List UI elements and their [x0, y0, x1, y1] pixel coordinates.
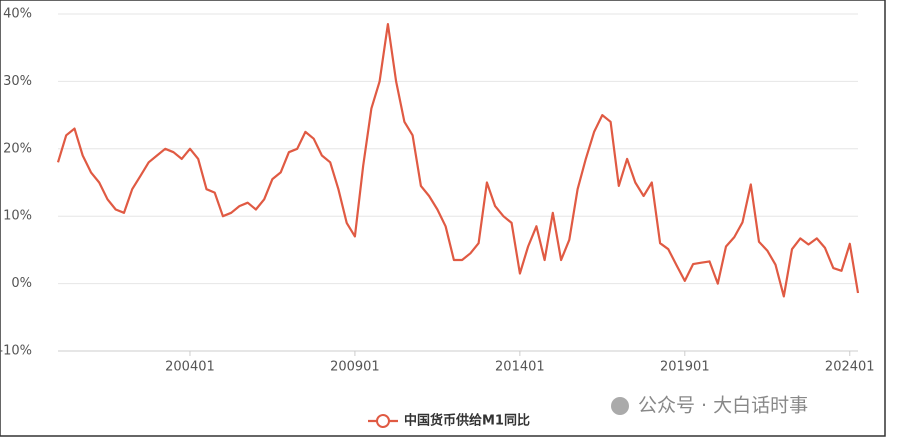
watermark-group: 公众号 · 大白话时事 [611, 395, 808, 417]
x-tick-label: 202401 [825, 360, 875, 375]
x-tick-label: 200901 [330, 360, 380, 375]
legend-label: 中国货币供给M1同比 [404, 413, 530, 429]
y-tick-label: 30% [3, 74, 32, 89]
watermark: 公众号 · 大白话时事 [638, 395, 808, 417]
y-tick-label: 10% [3, 209, 32, 224]
y-tick-label: -10% [0, 344, 32, 359]
legend-marker [376, 414, 390, 428]
y-tick-label: 20% [3, 141, 32, 156]
y-tick-label: 0% [11, 276, 32, 291]
series-line [56, 23, 860, 298]
x-tick-label: 200401 [165, 360, 215, 375]
y-tick-label: 40% [3, 7, 32, 22]
watermark-icon [611, 397, 629, 415]
x-tick-label: 201401 [495, 360, 545, 375]
x-tick-label: 201901 [660, 360, 710, 375]
